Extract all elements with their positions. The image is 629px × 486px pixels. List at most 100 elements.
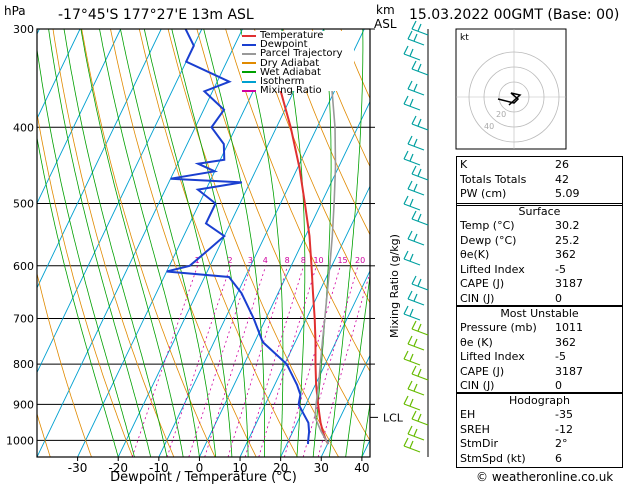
sreh-label: SREH <box>460 422 490 436</box>
wind-barb-flag <box>411 20 417 30</box>
pw-value: 5.09 <box>555 187 580 200</box>
wind-barb-flag <box>403 195 409 205</box>
totals-label: Totals Totals <box>460 172 527 186</box>
pressure-tick-label: 800 <box>13 358 34 371</box>
wind-barb-flag <box>411 165 417 175</box>
wind-barb <box>411 373 429 381</box>
pressure-tick-label: 700 <box>13 312 34 325</box>
legend-label: Wet Adiabat <box>260 66 321 78</box>
mixing-ratio-label: 15 <box>337 256 347 265</box>
dry-adiabat-line <box>196 29 370 442</box>
most-unstable-panel: Most Unstable Pressure (mb) 1011 θe (K) 36… <box>456 305 623 394</box>
mu-thetae-value: 362 <box>555 335 576 349</box>
mu-cape-value: 3187 <box>555 364 583 378</box>
sreh-value: -12 <box>555 422 573 436</box>
pressure-tick-label: 500 <box>13 198 34 211</box>
wet-adiabat-line <box>345 273 370 457</box>
wind-barb <box>403 203 421 211</box>
mixing-ratio-line <box>131 265 198 457</box>
wind-barb <box>407 88 425 96</box>
height-unit-asl: ASL <box>374 17 397 31</box>
legend-item: Dewpoint <box>242 40 354 50</box>
wind-barb-flag <box>413 183 418 192</box>
wind-barb <box>403 403 421 411</box>
mixing-ratio-label: 2 <box>227 256 232 265</box>
surface-cin-label: CIN (J) <box>460 291 495 305</box>
temperature-tick-label: -10 <box>149 461 169 475</box>
wind-barb-flag <box>411 320 417 330</box>
pressure-tick-label: 600 <box>13 260 34 273</box>
dry-adiabat-line <box>225 29 370 373</box>
eh-value: -35 <box>555 408 573 421</box>
wind-barb <box>411 328 429 336</box>
surface-thetae-label: θe(K) <box>460 248 490 261</box>
wind-barb-flag <box>409 440 414 449</box>
mu-pressure-value: 1011 <box>555 321 583 334</box>
wet-adiabat-line <box>99 29 200 457</box>
wind-barb-flag <box>413 233 418 242</box>
wind-barb-flag <box>411 410 417 420</box>
isotherm-line <box>117 29 325 457</box>
most-unstable-title: Most Unstable <box>500 307 579 320</box>
wind-barb-flag <box>409 48 414 57</box>
wet-adiabat-line <box>281 29 306 457</box>
wind-barb <box>403 258 421 266</box>
legend-label: Mixing Ratio <box>260 85 322 97</box>
wind-barb <box>411 28 429 36</box>
height-unit-km: km <box>376 3 395 17</box>
legend-item: Wet Adiabat <box>242 66 354 78</box>
mixing-ratio-line <box>302 265 359 457</box>
wind-barb <box>407 188 425 196</box>
dry-adiabat-line <box>110 29 257 457</box>
mixing-ratio-label: 20 <box>355 256 365 265</box>
totals-value: 42 <box>555 172 569 186</box>
wind-barb <box>403 445 421 453</box>
dry-adiabat-line <box>81 29 216 457</box>
wind-barb <box>411 418 429 426</box>
legend-swatch <box>242 52 256 55</box>
surface-cape-label: CAPE (J) <box>460 277 505 290</box>
hodograph-unit-label: kt <box>460 33 469 43</box>
wet-adiabat-line <box>203 29 265 457</box>
wind-barb-flag <box>407 180 413 190</box>
surface-title: Surface <box>518 205 561 218</box>
wind-barb-flag <box>403 437 409 447</box>
copyright-link[interactable]: © weatheronline.co.uk <box>476 470 614 484</box>
wet-adiabat-line <box>63 29 168 457</box>
parcel-trajectory-line <box>314 50 337 445</box>
wind-barb-flag <box>407 335 413 345</box>
k-index-value: 26 <box>555 158 569 171</box>
mixing-ratio-line <box>258 265 317 457</box>
legend-swatch <box>242 89 256 92</box>
mu-pressure-label: Pressure (mb) <box>460 321 537 334</box>
legend-item: Temperature <box>242 30 354 41</box>
indices-panel: K 26 Totals Totals 42 PW (cm) 5.09 <box>456 156 623 206</box>
wind-barb-flag <box>407 80 413 90</box>
wind-barb-flag <box>417 213 422 222</box>
stmdir-value: 2° <box>555 437 568 450</box>
stmspd-label: StmSpd (kt) <box>460 451 526 465</box>
legend-label: Parcel Trajectory <box>260 48 343 60</box>
wind-barb-flag <box>413 383 418 392</box>
wind-barb <box>403 313 421 321</box>
wind-barb-flag <box>409 308 414 317</box>
wind-barb <box>407 238 425 246</box>
wind-barb <box>403 358 421 366</box>
wind-barb-flag <box>407 230 413 240</box>
hodograph-ring-label: 20 <box>496 110 506 119</box>
wind-barb-flag <box>403 350 409 360</box>
mixing-ratio-label: 3 <box>248 256 253 265</box>
wind-barb-flag <box>409 353 414 362</box>
mixing-ratio-label: 4 <box>263 256 268 265</box>
surface-temp-label: Temp (°C) <box>460 219 515 232</box>
wind-barb-flag <box>417 413 422 422</box>
wet-adiabat-line <box>171 29 249 457</box>
isotherm-line <box>37 29 162 289</box>
pressure-unit-label: hPa <box>4 4 26 18</box>
isotherm-line <box>280 269 370 457</box>
wind-barb <box>411 173 429 181</box>
mu-thetae-label: θe (K) <box>460 335 493 349</box>
legend-swatch <box>242 71 256 74</box>
legend-item: Mixing Ratio <box>242 85 354 97</box>
legend-item: Parcel Trajectory <box>242 48 354 60</box>
